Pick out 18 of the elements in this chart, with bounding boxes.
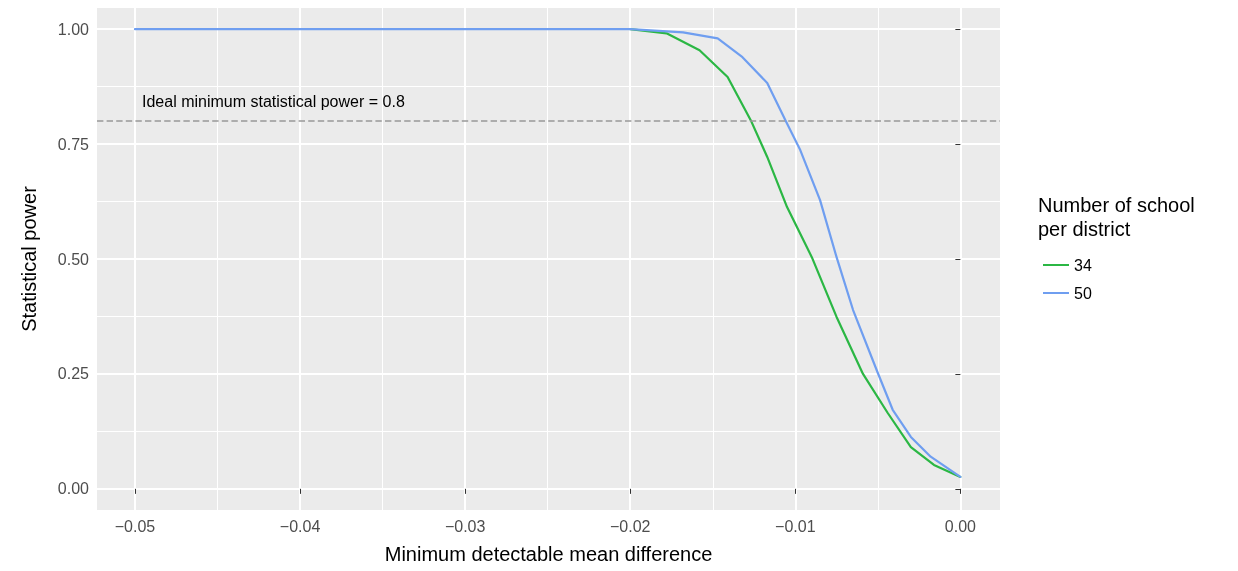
legend-label: 50 xyxy=(1074,284,1092,302)
x-tick-label: −0.02 xyxy=(609,517,651,535)
y-tick-label: 0.25 xyxy=(57,365,90,383)
legend-title: Number of school per district xyxy=(1038,194,1201,240)
y-axis-title: Statistical power xyxy=(18,185,40,332)
x-tick-label: 0.00 xyxy=(944,517,977,535)
ref-line-label: Ideal minimum statistical power = 0.8 xyxy=(142,92,405,110)
x-tick-label: −0.01 xyxy=(775,517,816,535)
x-tick-label: −0.04 xyxy=(279,517,321,535)
legend-label: 34 xyxy=(1074,256,1092,274)
y-tick-label: 0.75 xyxy=(57,135,90,153)
y-tick-label: 0.00 xyxy=(57,480,90,498)
x-tick-label: −0.03 xyxy=(444,517,486,535)
y-tick-label: 0.50 xyxy=(57,250,90,268)
line-series xyxy=(133,28,962,478)
x-tick-label: −0.05 xyxy=(114,517,156,535)
y-tick-label: 1.00 xyxy=(57,20,90,38)
x-axis-title: Minimum detectable mean difference xyxy=(384,543,713,565)
